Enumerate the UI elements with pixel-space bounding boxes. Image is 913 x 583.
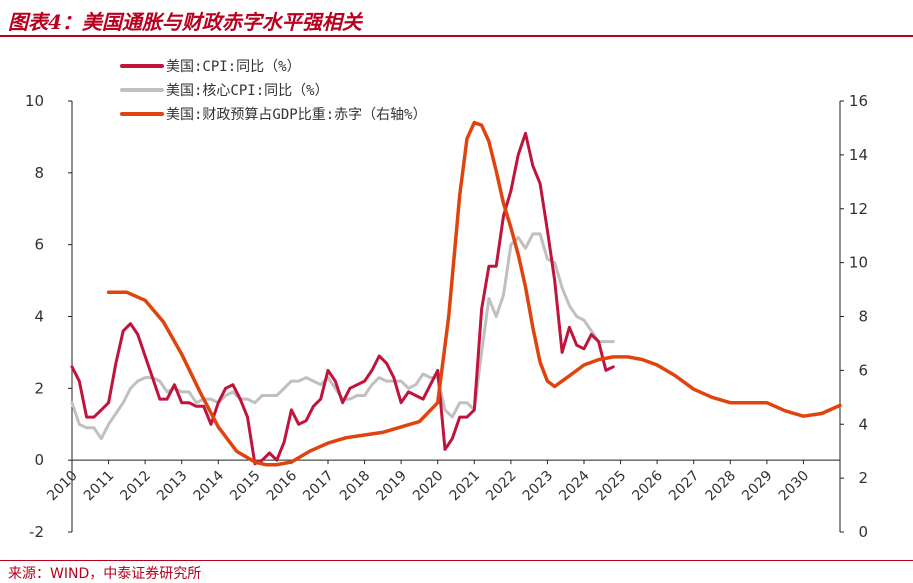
legend: 美国:CPI:同比（%） 美国:核心CPI:同比（%） 美国:财政预算占GDP比重:…: [120, 59, 427, 123]
left-tick-label: 6: [34, 236, 44, 254]
x-tick-label: 2030: [776, 468, 813, 505]
x-tick-label: 2022: [483, 468, 520, 505]
series-line-0: [70, 131, 615, 466]
series-line-2: [106, 120, 842, 467]
x-tick-label: 2012: [117, 468, 154, 505]
x-tick-label: 2017: [300, 468, 337, 505]
chart-title: 图表4：美国通胀与财政赤字水平强相关: [8, 10, 362, 34]
right-tick-label: 8: [858, 308, 868, 326]
series-lines: [70, 120, 842, 467]
x-tick-label: 2011: [81, 468, 118, 505]
source-note: 来源：WIND，中泰证券研究所: [8, 566, 202, 582]
x-tick-label: 2013: [154, 468, 191, 505]
right-tick-label: 4: [858, 415, 868, 433]
left-tick-label: 8: [34, 164, 44, 182]
x-tick-label: 2020: [410, 468, 447, 505]
title-rule: [0, 35, 913, 37]
x-tick-label: 2025: [593, 468, 630, 505]
left-tick-label: 4: [34, 308, 44, 326]
legend-label-2: 美国:财政预算占GDP比重:赤字（右轴%）: [166, 107, 427, 123]
right-tick-label: 14: [849, 146, 868, 164]
right-tick-label: 2: [858, 469, 868, 487]
right-tick-label: 10: [849, 254, 868, 272]
left-tick-label: 10: [25, 92, 44, 110]
right-tick-label: 6: [858, 361, 868, 379]
left-tick-label: -2: [29, 523, 44, 541]
x-tick-label: 2029: [739, 468, 776, 505]
x-tick-label: 2016: [264, 468, 301, 505]
left-tick-label: 0: [34, 451, 44, 469]
x-tick-label: 2010: [44, 468, 81, 505]
x-tick-label: 2021: [447, 468, 484, 505]
x-tick-label: 2024: [556, 468, 593, 505]
x-tick-label: 2027: [666, 468, 703, 505]
series-line-1: [70, 232, 615, 441]
legend-label-0: 美国:CPI:同比（%）: [166, 59, 301, 75]
footer-rule: [0, 560, 913, 561]
x-tick-label: 2018: [337, 468, 374, 505]
legend-label-1: 美国:核心CPI:同比（%）: [166, 83, 329, 99]
right-tick-label: 16: [849, 92, 868, 110]
left-tick-label: 2: [34, 379, 44, 397]
x-tick-label: 2028: [703, 468, 740, 505]
x-tick-label: 2019: [373, 468, 410, 505]
x-tick-label: 2014: [191, 468, 228, 505]
x-tick-label: 2015: [227, 468, 264, 505]
x-tick-label: 2026: [629, 468, 666, 505]
right-tick-label: 12: [849, 200, 868, 218]
x-tick-label: 2023: [520, 468, 557, 505]
right-tick-label: 0: [858, 523, 868, 541]
